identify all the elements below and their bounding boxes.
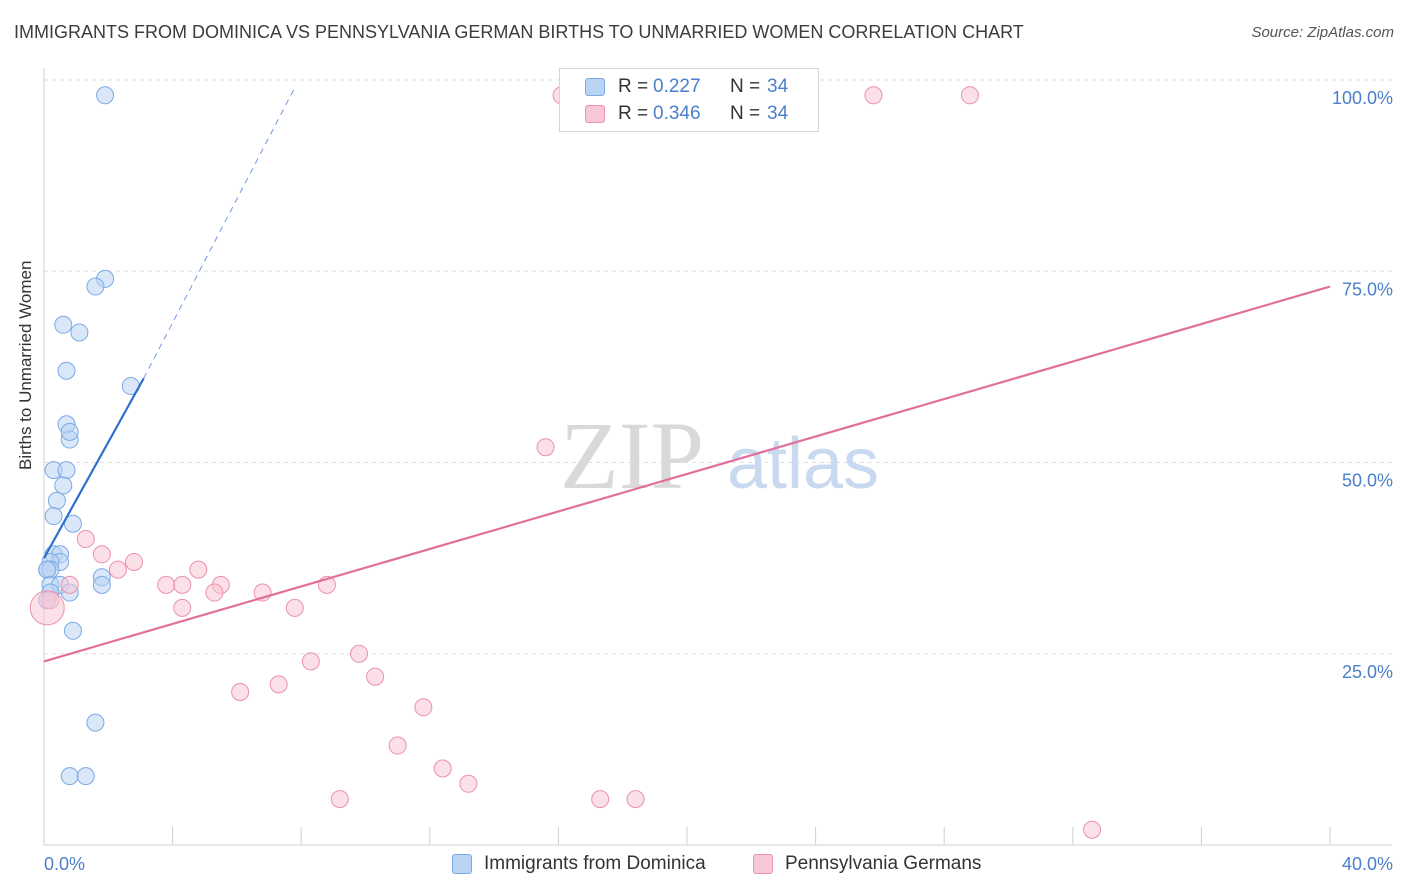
point-dominica [96, 86, 115, 105]
point-pennsylvania [125, 552, 144, 571]
bottom-legend-dominica[interactable]: Immigrants from Dominica [452, 852, 706, 876]
point-pennsylvania [350, 644, 369, 663]
point-pennsylvania [960, 86, 979, 105]
point-pennsylvania [108, 560, 127, 579]
point-dominica [86, 277, 105, 296]
y-tick-label: 75.0% [1342, 279, 1393, 299]
point-pennsylvania [591, 790, 610, 809]
n-label: N = [730, 103, 761, 124]
point-pennsylvania [285, 598, 304, 617]
bottom-legend-pennsylvania[interactable]: Pennsylvania Germans [753, 852, 981, 876]
axes [43, 68, 1392, 846]
r-value-pennsylvania: 0.346 [653, 103, 701, 124]
point-pennsylvania [330, 790, 349, 809]
stats-legend: R = 0.227 N = 34 R = 0.346 N = 34 [559, 68, 819, 132]
point-dominica [92, 575, 111, 594]
point-dominica [70, 323, 89, 342]
point-dominica [86, 713, 105, 732]
point-dominica [60, 767, 79, 786]
legend-label-pennsylvania: Pennsylvania Germans [785, 853, 982, 874]
point-pennsylvania [92, 545, 111, 564]
chart-title: IMMIGRANTS FROM DOMINICA VS PENNSYLVANIA… [14, 22, 1024, 42]
y-axis-label: Births to Unmarried Women [16, 260, 35, 470]
n-label: N = [730, 76, 761, 97]
trendlines [43, 87, 1331, 663]
trendline-dominica [43, 377, 145, 559]
point-pennsylvania [414, 698, 433, 717]
point-pennsylvania [269, 675, 288, 694]
watermark: ZIP atlas [560, 402, 879, 509]
point-pennsylvania [459, 774, 478, 793]
point-pennsylvania [157, 575, 176, 594]
point-dominica [47, 491, 66, 510]
tick-labels: 25.0% 50.0% 75.0% 100.0% 0.0% 40.0% [44, 88, 1393, 874]
point-dominica [57, 461, 76, 480]
trendline-pennsylvania [43, 285, 1331, 663]
point-pennsylvania [29, 590, 65, 626]
n-value-pennsylvania: 34 [767, 103, 789, 124]
point-pennsylvania [864, 86, 883, 105]
x-tick-label-max: 40.0% [1342, 854, 1393, 874]
y-tick-label: 25.0% [1342, 662, 1393, 682]
x-tick-label-min: 0.0% [44, 854, 85, 874]
r-label: R = [618, 103, 649, 124]
point-pennsylvania [1083, 820, 1102, 839]
point-pennsylvania [173, 598, 192, 617]
point-pennsylvania [626, 790, 645, 809]
legend-swatch-dominica [452, 854, 472, 874]
point-dominica [54, 315, 73, 334]
legend-swatch-pennsylvania [585, 105, 605, 123]
watermark-atlas: atlas [727, 424, 879, 504]
point-pennsylvania [189, 560, 208, 579]
legend-swatch-dominica [585, 78, 605, 96]
y-tick-label: 50.0% [1342, 471, 1393, 491]
point-pennsylvania [60, 575, 79, 594]
legend-swatch-pennsylvania [753, 854, 773, 874]
r-label: R = [618, 76, 649, 97]
trendline-dominica-extension [143, 87, 296, 379]
gridlines [44, 79, 1392, 655]
point-dominica [63, 621, 82, 640]
point-pennsylvania [433, 759, 452, 778]
y-tick-label: 100.0% [1332, 88, 1393, 108]
legend-label-dominica: Immigrants from Dominica [484, 853, 706, 874]
point-dominica [76, 767, 95, 786]
watermark-zip: ZIP [560, 402, 704, 509]
point-pennsylvania [76, 530, 95, 548]
point-pennsylvania [301, 652, 320, 671]
point-dominica [44, 507, 63, 526]
point-pennsylvania [231, 683, 250, 701]
source-label: Source: ZipAtlas.com [1251, 24, 1394, 41]
point-pennsylvania [388, 736, 407, 755]
point-dominica [54, 476, 73, 495]
point-dominica [57, 361, 76, 380]
point-pennsylvania [205, 583, 224, 602]
point-pennsylvania [536, 438, 555, 457]
point-dominica [60, 422, 79, 441]
point-dominica [63, 514, 82, 533]
point-pennsylvania [173, 575, 192, 594]
r-value-dominica: 0.227 [653, 76, 701, 97]
point-pennsylvania [366, 667, 385, 686]
point-dominica [38, 560, 57, 579]
n-value-dominica: 34 [767, 76, 789, 97]
